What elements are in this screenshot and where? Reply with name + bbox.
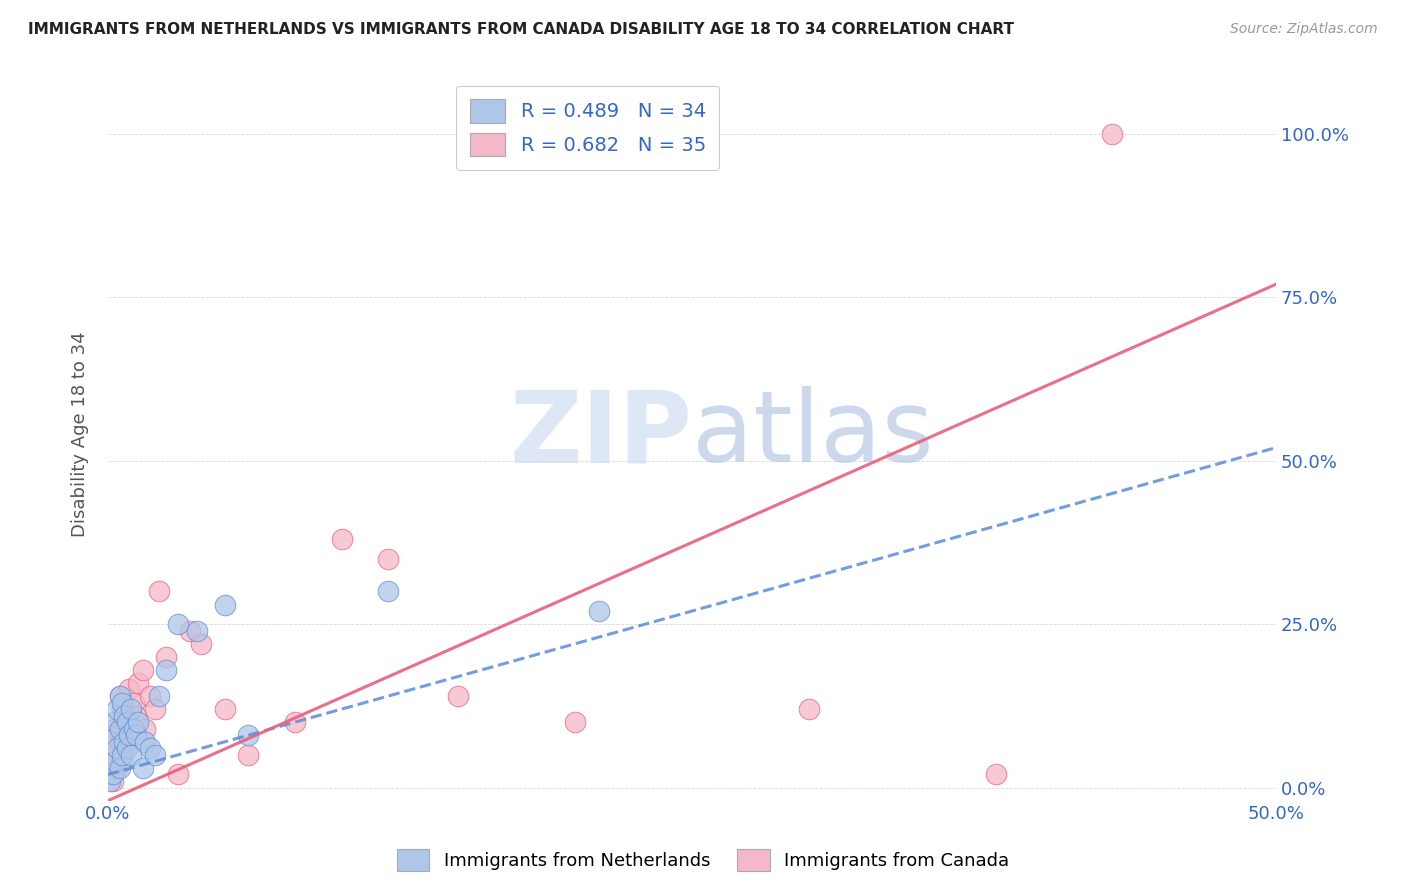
- Point: [112, 741, 135, 756]
- Point: [108, 761, 131, 775]
- Point: [98, 774, 121, 789]
- Point: [155, 663, 177, 677]
- Point: [797, 702, 820, 716]
- Point: [112, 708, 135, 723]
- Point: [108, 735, 131, 749]
- Point: [167, 767, 190, 781]
- Point: [134, 735, 156, 749]
- Point: [125, 728, 148, 742]
- Point: [104, 747, 127, 762]
- Point: [122, 696, 145, 710]
- Point: [118, 728, 141, 742]
- Point: [115, 715, 138, 730]
- Point: [132, 761, 155, 775]
- Point: [284, 715, 307, 730]
- Point: [104, 722, 127, 736]
- Point: [115, 741, 138, 756]
- Text: Source: ZipAtlas.com: Source: ZipAtlas.com: [1230, 22, 1378, 37]
- Point: [588, 604, 610, 618]
- Point: [186, 624, 208, 638]
- Point: [101, 728, 124, 742]
- Point: [120, 702, 142, 716]
- Point: [108, 689, 131, 703]
- Point: [111, 702, 134, 716]
- Point: [139, 741, 162, 756]
- Point: [330, 532, 353, 546]
- Point: [108, 689, 131, 703]
- Point: [111, 696, 134, 710]
- Point: [115, 715, 138, 730]
- Point: [143, 747, 166, 762]
- Point: [105, 702, 128, 716]
- Point: [111, 755, 134, 769]
- Point: [111, 747, 134, 762]
- Point: [122, 722, 145, 736]
- Point: [564, 715, 586, 730]
- Point: [120, 747, 142, 762]
- Text: IMMIGRANTS FROM NETHERLANDS VS IMMIGRANTS FROM CANADA DISABILITY AGE 18 TO 34 CO: IMMIGRANTS FROM NETHERLANDS VS IMMIGRANT…: [28, 22, 1014, 37]
- Y-axis label: Disability Age 18 to 34: Disability Age 18 to 34: [72, 332, 89, 537]
- Point: [105, 761, 128, 775]
- Point: [127, 715, 149, 730]
- Point: [139, 689, 162, 703]
- Text: atlas: atlas: [692, 386, 934, 483]
- Point: [236, 747, 259, 762]
- Point: [1101, 127, 1123, 141]
- Point: [155, 649, 177, 664]
- Point: [984, 767, 1007, 781]
- Point: [214, 598, 236, 612]
- Point: [214, 702, 236, 716]
- Point: [120, 728, 142, 742]
- Point: [118, 682, 141, 697]
- Point: [127, 676, 149, 690]
- Legend: Immigrants from Netherlands, Immigrants from Canada: Immigrants from Netherlands, Immigrants …: [389, 842, 1017, 879]
- Point: [167, 617, 190, 632]
- Point: [101, 774, 124, 789]
- Point: [143, 702, 166, 716]
- Point: [98, 767, 121, 781]
- Point: [112, 735, 135, 749]
- Point: [132, 663, 155, 677]
- Point: [125, 708, 148, 723]
- Point: [377, 551, 399, 566]
- Point: [101, 767, 124, 781]
- Point: [179, 624, 201, 638]
- Point: [148, 584, 170, 599]
- Point: [148, 689, 170, 703]
- Point: [105, 741, 128, 756]
- Point: [104, 755, 127, 769]
- Point: [447, 689, 470, 703]
- Text: ZIP: ZIP: [509, 386, 692, 483]
- Point: [236, 728, 259, 742]
- Point: [108, 722, 131, 736]
- Point: [377, 584, 399, 599]
- Point: [134, 722, 156, 736]
- Point: [190, 637, 212, 651]
- Legend: R = 0.489   N = 34, R = 0.682   N = 35: R = 0.489 N = 34, R = 0.682 N = 35: [457, 86, 720, 170]
- Point: [104, 715, 127, 730]
